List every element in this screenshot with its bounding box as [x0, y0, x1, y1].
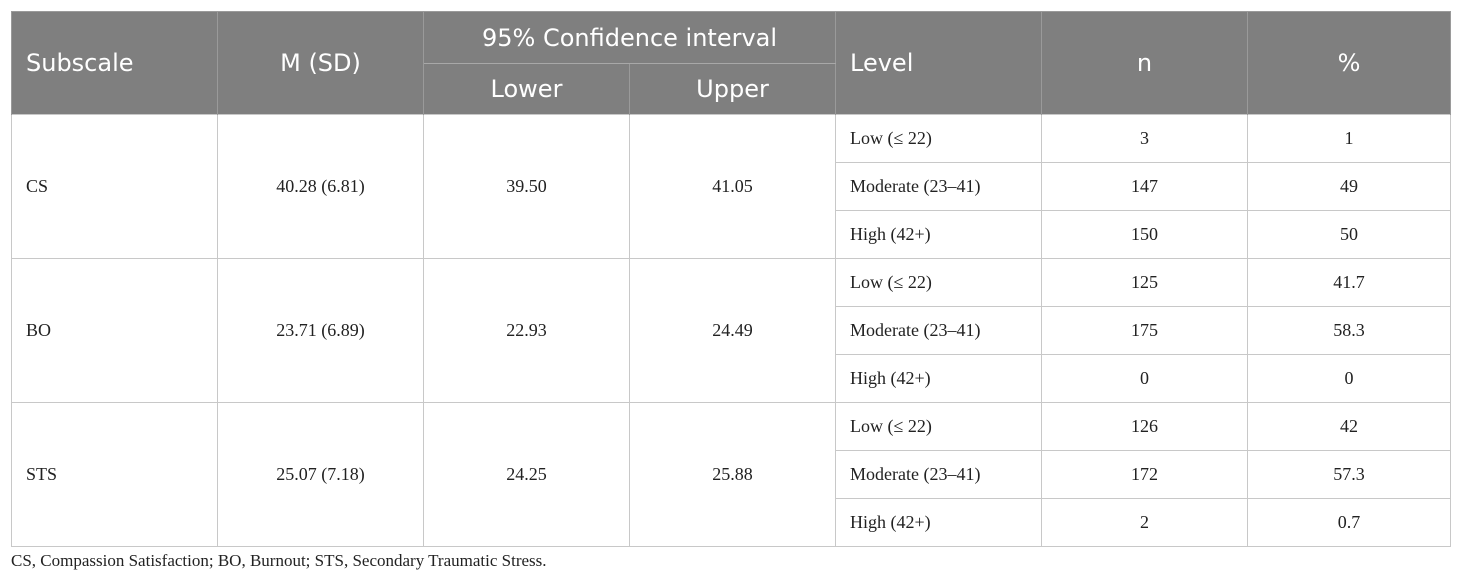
cell-m-sd: 40.28 (6.81) [217, 114, 424, 259]
cell-level: Low (≤ 22) [835, 402, 1043, 451]
cell-level: Low (≤ 22) [835, 114, 1043, 163]
table-row: CS 40.28 (6.81) 39.50 41.05 Low (≤ 22) 3… [11, 114, 1452, 259]
cell-level: High (42+) [835, 498, 1043, 547]
cell-ci-lower: 39.50 [423, 114, 630, 259]
cell-level: Moderate (23–41) [835, 450, 1043, 499]
table-row: Moderate (23–41) 175 58.3 [12, 306, 1452, 355]
cell-n: 2 [1041, 498, 1249, 547]
cell-ci-lower: 22.93 [423, 258, 630, 403]
cell-ci-upper: 24.49 [628, 258, 837, 403]
cell-percent: 50 [1247, 210, 1452, 259]
cell-percent: 0 [1247, 354, 1452, 403]
subscale-statistics-table: Subscale M (SD) 95% Confidence interval … [11, 11, 1452, 547]
table-row: High (42+) 2 0.7 [12, 498, 1452, 547]
header-n: n [1041, 11, 1249, 115]
table-body: CS 40.28 (6.81) 39.50 41.05 Low (≤ 22) 3… [11, 114, 1452, 547]
cell-n: 0 [1041, 354, 1249, 403]
cell-subscale: CS [11, 114, 218, 259]
cell-n: 126 [1041, 402, 1249, 451]
header-lower: Lower [423, 63, 630, 115]
header-m-sd: M (SD) [217, 11, 424, 115]
cell-level: High (42+) [835, 210, 1043, 259]
header-upper: Upper [628, 63, 837, 115]
cell-ci-lower: 24.25 [423, 402, 630, 547]
cell-percent: 0.7 [1247, 498, 1452, 547]
cell-level: Moderate (23–41) [835, 162, 1043, 211]
table-footnote: CS, Compassion Satisfaction; BO, Burnout… [11, 551, 547, 570]
cell-percent: 58.3 [1247, 306, 1452, 355]
cell-percent: 1 [1247, 114, 1452, 163]
table-row: Moderate (23–41) 172 57.3 [12, 450, 1452, 499]
cell-n: 175 [1041, 306, 1249, 355]
cell-n: 3 [1041, 114, 1249, 163]
header-level: Level [835, 11, 1043, 115]
cell-n: 150 [1041, 210, 1249, 259]
header-percent: % [1247, 11, 1452, 115]
cell-percent: 42 [1247, 402, 1452, 451]
table-row: STS 25.07 (7.18) 24.25 25.88 Low (≤ 22) … [11, 402, 1452, 547]
cell-percent: 41.7 [1247, 258, 1452, 307]
cell-n: 147 [1041, 162, 1249, 211]
cell-level: High (42+) [835, 354, 1043, 403]
header-confidence-interval: 95% Confidence interval [422, 11, 837, 64]
header-subscale: Subscale [11, 11, 218, 115]
cell-m-sd: 23.71 (6.89) [217, 258, 424, 403]
cell-m-sd: 25.07 (7.18) [217, 402, 424, 547]
table-header: Subscale M (SD) 95% Confidence interval … [11, 11, 1452, 115]
cell-level: Low (≤ 22) [835, 258, 1043, 307]
cell-percent: 57.3 [1247, 450, 1452, 499]
cell-n: 172 [1041, 450, 1249, 499]
cell-ci-upper: 25.88 [628, 402, 837, 547]
cell-ci-upper: 41.05 [628, 114, 837, 259]
cell-subscale: BO [11, 258, 218, 403]
cell-percent: 49 [1247, 162, 1452, 211]
cell-n: 125 [1041, 258, 1249, 307]
table-row: High (42+) 150 50 [12, 210, 1452, 259]
table-row: Moderate (23–41) 147 49 [12, 162, 1452, 211]
table-row: High (42+) 0 0 [12, 354, 1452, 403]
table-row: BO 23.71 (6.89) 22.93 24.49 Low (≤ 22) 1… [11, 258, 1452, 403]
cell-level: Moderate (23–41) [835, 306, 1043, 355]
cell-subscale: STS [11, 402, 218, 547]
